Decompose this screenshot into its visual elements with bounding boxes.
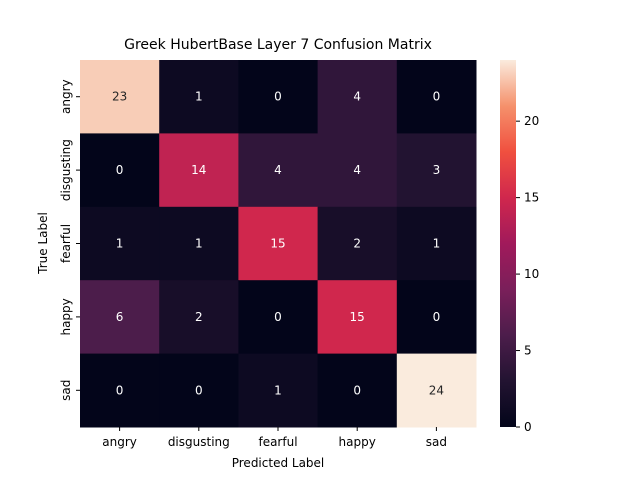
heatmap-cell-2-0	[80, 206, 160, 281]
cell-value-4-1: 0	[195, 383, 203, 397]
cell-value-3-3: 15	[350, 310, 365, 324]
heatmap-cell-2-1	[159, 206, 239, 281]
cell-value-3-1: 2	[195, 310, 203, 324]
heatmap-cell-2-2	[238, 206, 319, 281]
cell-value-4-4: 24	[429, 383, 444, 397]
x-tick-label-3: happy	[339, 435, 376, 449]
heatmap-cell-3-4	[396, 280, 477, 355]
cell-value-2-2: 15	[270, 237, 285, 251]
heatmap-cell-4-3	[317, 353, 398, 428]
x-tick-label-4: sad	[426, 435, 447, 449]
cell-value-3-4: 0	[433, 310, 441, 324]
chart-title: Greek HubertBase Layer 7 Confusion Matri…	[124, 37, 432, 53]
cell-value-2-3: 2	[353, 237, 361, 251]
colorbar-ticks: 0 5 10 15 20	[516, 114, 539, 434]
heatmap-cell-3-0	[80, 280, 160, 355]
heatmap-cell-0-4	[396, 60, 477, 134]
heatmap-cell-0-0	[80, 60, 160, 134]
cell-value-1-2: 4	[274, 163, 282, 177]
cell-value-0-1: 1	[195, 90, 203, 104]
cell-value-1-1: 14	[191, 163, 206, 177]
cell-value-3-2: 0	[274, 310, 282, 324]
heatmap-cell-1-4	[396, 133, 477, 208]
colorbar	[500, 60, 516, 427]
y-tick-label-3: happy	[59, 298, 73, 335]
heatmap-cell-4-1	[159, 353, 239, 428]
x-axis-label: Predicted Label	[232, 456, 325, 470]
cell-value-0-0: 23	[112, 90, 127, 104]
heatmap-cells	[80, 60, 477, 428]
cell-value-2-1: 1	[195, 237, 203, 251]
heatmap-cell-0-3	[317, 60, 398, 134]
heatmap-cell-1-0	[80, 133, 160, 208]
heatmap-cell-4-0	[80, 353, 160, 428]
heatmap-cell-2-4	[396, 206, 477, 281]
x-axis-ticks: angry disgusting fearful happy sad	[102, 427, 447, 449]
colorbar-tick-label-4: 20	[524, 114, 539, 128]
heatmap-cell-0-2	[238, 60, 319, 134]
cell-value-2-0: 1	[116, 237, 124, 251]
heatmap-cell-4-2	[238, 353, 319, 428]
cell-value-4-2: 1	[274, 383, 282, 397]
cell-value-1-0: 0	[116, 163, 124, 177]
cell-value-0-2: 0	[274, 90, 282, 104]
cell-value-2-4: 1	[433, 237, 441, 251]
heatmap-cell-1-3	[317, 133, 398, 208]
colorbar-tick-label-0: 0	[524, 420, 532, 434]
y-tick-label-1: disgusting	[59, 139, 73, 201]
cell-value-1-3: 4	[353, 163, 361, 177]
heatmap-cell-1-1	[159, 133, 239, 208]
x-tick-label-2: fearful	[258, 435, 297, 449]
y-axis-label: True Label	[36, 212, 50, 275]
heatmap-cell-1-2	[238, 133, 319, 208]
cell-value-4-0: 0	[116, 383, 124, 397]
y-axis-ticks: angry disgusting fearful happy sad	[59, 79, 80, 401]
cell-value-1-4: 3	[433, 163, 441, 177]
colorbar-tick-label-1: 5	[524, 344, 532, 358]
heatmap-cell-labels: 23 1 0 4 0 0 14 4 4 3 1 1 15 2 1 6 2 0 15 0 0 0 1 0 24	[112, 90, 444, 398]
y-tick-label-0: angry	[59, 79, 73, 114]
heatmap-cell-2-3	[317, 206, 398, 281]
x-tick-label-1: disgusting	[168, 435, 230, 449]
cell-value-3-0: 6	[116, 310, 124, 324]
heatmap-cell-3-2	[238, 280, 319, 355]
colorbar-tick-label-3: 15	[524, 191, 539, 205]
heatmap-cell-3-3	[317, 280, 398, 355]
heatmap-cell-0-1	[159, 60, 239, 134]
y-tick-label-4: sad	[59, 380, 73, 401]
cell-value-0-4: 0	[433, 90, 441, 104]
y-tick-label-2: fearful	[59, 224, 73, 263]
x-tick-label-0: angry	[102, 435, 137, 449]
heatmap-cell-3-1	[159, 280, 239, 355]
colorbar-tick-label-2: 10	[524, 267, 539, 281]
cell-value-0-3: 4	[353, 90, 361, 104]
heatmap-cell-4-4	[396, 353, 477, 428]
cell-value-4-3: 0	[353, 383, 361, 397]
